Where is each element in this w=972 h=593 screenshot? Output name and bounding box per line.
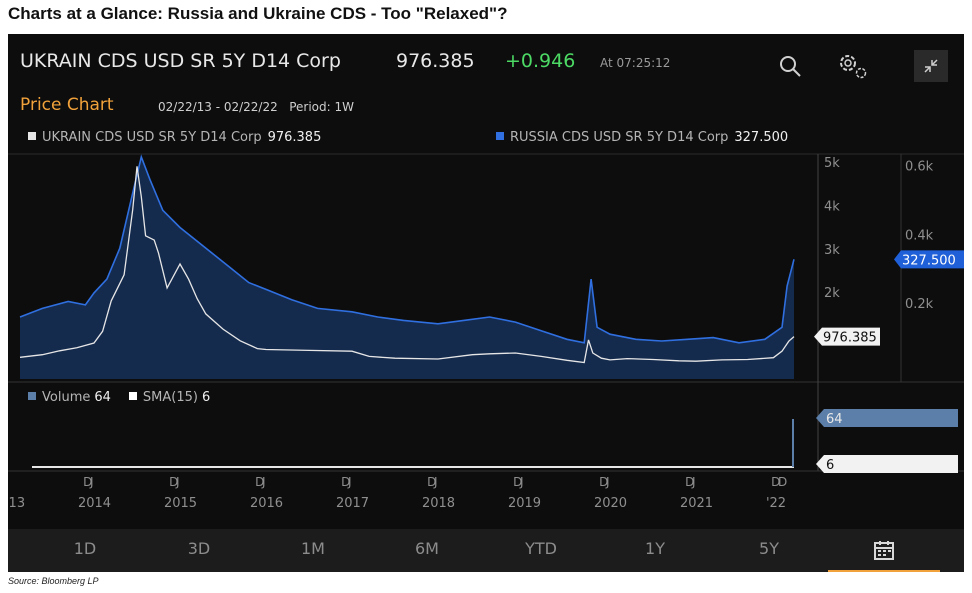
x-tick-14: J — [605, 475, 610, 489]
x-tick-12: J — [519, 475, 524, 489]
x-tick-6: J — [261, 475, 266, 489]
x-year-2015: 2015 — [164, 496, 197, 511]
x-tick-16: J — [691, 475, 696, 489]
tab-3d[interactable]: 3D — [187, 539, 211, 558]
x-tick-2: J — [89, 475, 94, 489]
date-range: 02/22/13 - 02/22/22 Period: 1W — [158, 100, 354, 114]
russia-last-value: 327.500 — [902, 253, 956, 268]
gear-icon[interactable] — [836, 51, 872, 81]
volume-last-value: 64 — [826, 412, 843, 427]
left-axis-tick-2k: 2k — [824, 286, 840, 301]
x-year-2021: 2021 — [680, 496, 713, 511]
x-tick-11: D — [513, 475, 522, 489]
right-axis-tick-0.2k: 0.2k — [905, 297, 934, 312]
ukraine-series-line — [19, 166, 795, 364]
bloomberg-chart-panel: UKRAIN CDS USD SR 5Y D14 Corp 976.385 +0… — [8, 34, 964, 572]
tab-1y[interactable]: 1Y — [645, 539, 665, 558]
security-title: UKRAIN CDS USD SR 5Y D14 Corp — [20, 50, 341, 72]
sma-last-value: 6 — [826, 458, 834, 473]
x-tick-8: J — [347, 475, 352, 489]
x-year-2016: 2016 — [250, 496, 283, 511]
x-tick-1: D — [83, 475, 92, 489]
left-axis-tick-4k: 4k — [824, 199, 840, 214]
price-chart-canvas: 5k4k3k2k0.6k0.4k0.2k976.385327.500646JDJ… — [8, 153, 964, 511]
x-year-2019: 2019 — [508, 496, 541, 511]
tab-ytd[interactable]: YTD — [525, 539, 557, 558]
x-year-2018: 2018 — [422, 496, 455, 511]
russia-series-line — [19, 154, 795, 344]
x-tick-9: D — [427, 475, 436, 489]
x-tick-7: D — [341, 475, 350, 489]
x-tick-15: D — [685, 475, 694, 489]
update-time: At 07:25:12 — [600, 56, 671, 70]
tab-5y[interactable]: 5Y — [759, 539, 779, 558]
right-axis-tick-0.4k: 0.4k — [905, 228, 934, 243]
x-tick-5: D — [255, 475, 264, 489]
left-axis-tick-5k: 5k — [824, 156, 840, 171]
tab-1m[interactable]: 1M — [301, 539, 325, 558]
page-headline: Charts at a Glance: Russia and Ukraine C… — [8, 4, 508, 23]
tab-6m[interactable]: 6M — [415, 539, 439, 558]
x-year-2017: 2017 — [336, 496, 369, 511]
legend-russia: RUSSIA CDS USD SR 5Y D14 Corp 327.500 — [496, 130, 788, 145]
tab-1d[interactable]: 1D — [73, 539, 97, 558]
x-tick-10: J — [433, 475, 438, 489]
x-tick-13: D — [599, 475, 608, 489]
legend-ukraine: UKRAIN CDS USD SR 5Y D14 Corp 976.385 — [28, 130, 321, 145]
last-price: 976.385 — [396, 50, 475, 72]
x-tick-3: D — [169, 475, 178, 489]
x-year-22: '22 — [766, 496, 786, 511]
ukraine-last-value: 976.385 — [823, 331, 877, 346]
sma-last-tag — [816, 455, 958, 473]
section-title: Price Chart — [20, 95, 114, 115]
calendar-icon[interactable] — [828, 529, 940, 572]
period-tab-bar: 1D 3D 1M 6M YTD 1Y 5Y — [8, 529, 964, 572]
x-year-2014: 2014 — [78, 496, 111, 511]
x-year-2013: 2013 — [8, 496, 25, 511]
x-tick-18: D — [778, 475, 787, 489]
right-axis-tick-0.6k: 0.6k — [905, 160, 934, 175]
collapse-icon[interactable] — [914, 50, 948, 82]
source-note: Source: Bloomberg LP — [8, 576, 99, 586]
russia-last-tag — [894, 250, 964, 269]
x-year-2020: 2020 — [594, 496, 627, 511]
search-icon[interactable] — [778, 54, 804, 80]
russia-series-area — [20, 157, 794, 379]
ukraine-last-tag — [814, 327, 880, 346]
left-axis-tick-3k: 3k — [824, 243, 840, 258]
x-tick-17: D — [771, 475, 780, 489]
volume-legend: Volume 64 SMA(15) 6 — [28, 390, 228, 405]
x-tick-4: J — [175, 475, 180, 489]
price-change: +0.946 — [505, 50, 576, 72]
volume-last-tag — [816, 409, 958, 427]
